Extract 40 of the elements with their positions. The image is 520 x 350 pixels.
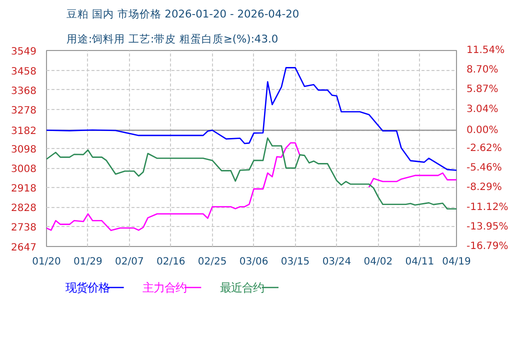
y2-tick-label: -2.62% (466, 142, 502, 154)
y-tick-label: 3458 (11, 66, 37, 78)
x-tick-label: 02/16 (156, 256, 186, 268)
y2-tick-label: -16.79% (466, 241, 508, 252)
y-tick-label: 3182 (11, 126, 37, 138)
legend-label: 主力合约 (142, 280, 187, 294)
line-series (46, 67, 456, 171)
y-tick-label: 3549 (11, 46, 37, 58)
x-tick-label: 04/11 (405, 256, 434, 268)
line-series (46, 137, 456, 210)
x-tick-label: 02/07 (115, 256, 144, 268)
y-tick-label: 3368 (11, 86, 37, 97)
chart-title: 豆粕 国内 市场价格 2026-01-20 - 2026-04-20 (66, 8, 300, 20)
y-tick-label: 2647 (11, 242, 37, 254)
x-tick-label: 01/29 (74, 256, 102, 268)
y-tick-label: 2918 (11, 184, 37, 195)
x-tick-label: 01/20 (32, 256, 61, 268)
x-tick-label: 03/15 (280, 256, 310, 268)
y2-tick-label: -5.46% (466, 162, 502, 174)
x-tick-label: 03/24 (322, 256, 352, 268)
y2-tick-label: 3.04% (466, 104, 498, 115)
x-tick-label: 03/06 (239, 256, 268, 268)
x-tick-label: 04/19 (442, 256, 471, 268)
x-tick-label: 04/02 (364, 256, 393, 268)
chart-subtitle: 用途:饲料用 工艺:带皮 粗蛋白质≥(%):43.0 (66, 32, 278, 46)
y-tick-label: 3008 (11, 164, 37, 176)
y-tick-label: 2738 (11, 222, 37, 234)
y-tick-label: 2828 (11, 203, 37, 214)
y-tick-label: 3278 (11, 105, 37, 116)
y2-tick-label: -8.29% (466, 182, 502, 194)
x-tick-label: 02/25 (198, 256, 227, 268)
y2-tick-label: 0.00% (466, 124, 498, 136)
legend-label: 现货价格 (65, 280, 110, 294)
y2-tick-label: 8.70% (466, 64, 498, 76)
y2-tick-label: 5.87% (466, 84, 498, 96)
y-tick-label: 3098 (11, 144, 37, 156)
y2-tick-label: -11.12% (466, 202, 508, 213)
legend-label: 最近合约 (220, 280, 264, 294)
y2-tick-label: 11.54% (466, 45, 505, 56)
y2-tick-label: -13.95% (466, 221, 508, 232)
